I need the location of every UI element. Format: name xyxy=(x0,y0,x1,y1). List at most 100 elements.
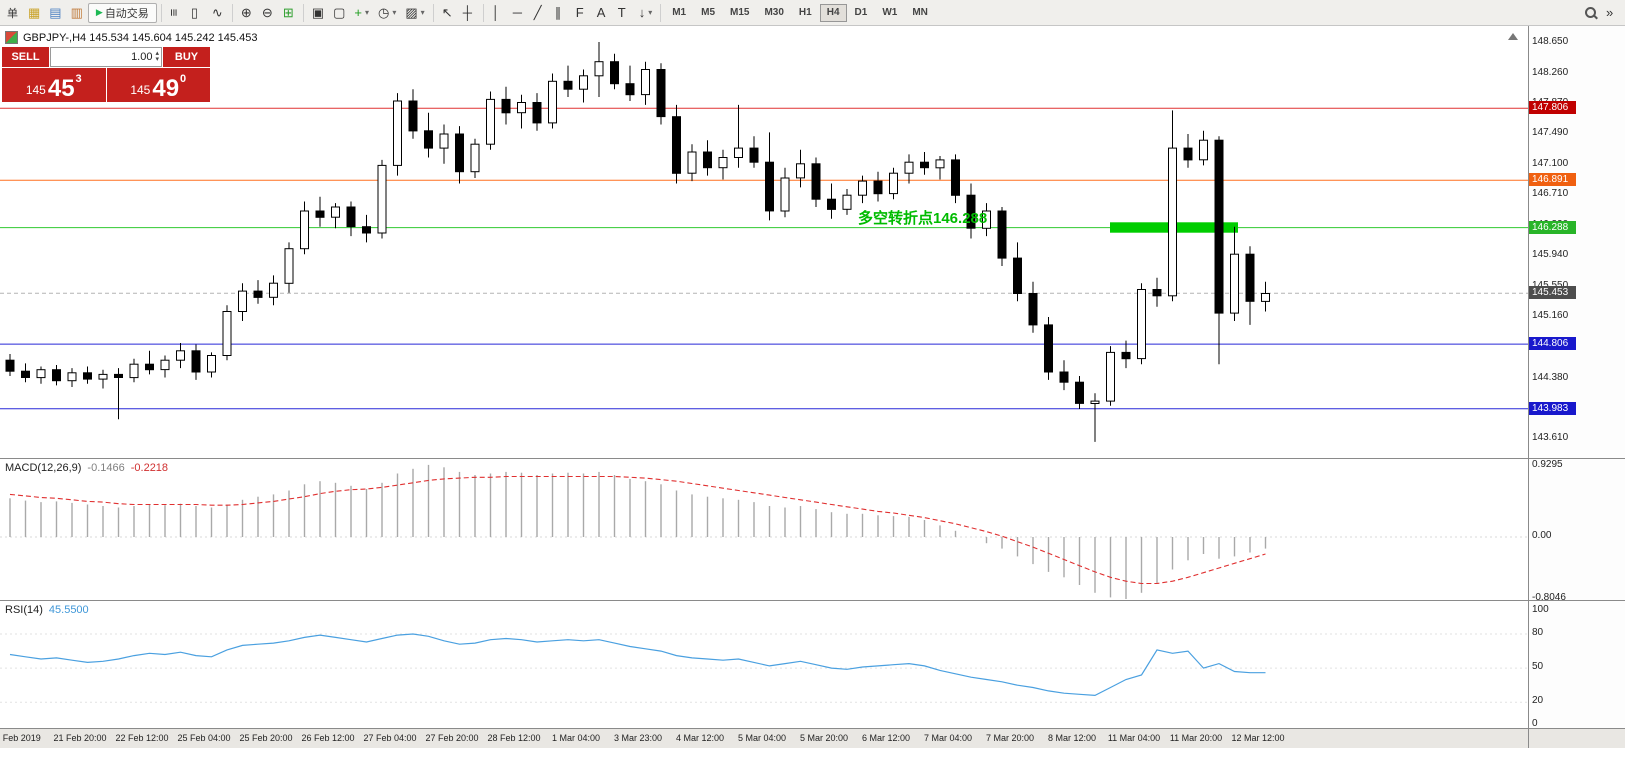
toolbar-separator xyxy=(432,3,434,22)
price-axis-main[interactable]: 148.650148.260147.870147.490147.100146.7… xyxy=(1529,26,1625,458)
indicators-icon[interactable]: + ▾ xyxy=(350,3,373,23)
timeframe-w1-button[interactable]: W1 xyxy=(875,4,904,22)
rsi-chart[interactable] xyxy=(0,602,1528,728)
macd-axis[interactable]: 0.9295 0.00 -0.8046 xyxy=(1529,458,1625,600)
workspace: GBPJPY-,H4 145.534 145.604 145.242 145.4… xyxy=(0,26,1625,748)
current-price-tag: 145.453 xyxy=(1529,286,1576,299)
dropdown-caret-icon: ▾ xyxy=(648,8,653,17)
time-axis-label: 25 Feb 04:00 xyxy=(177,733,231,743)
line-chart-icon[interactable]: ∿ xyxy=(208,3,228,23)
candlestick-chart[interactable] xyxy=(0,26,1528,458)
market-watch-icon[interactable]: ▥ xyxy=(67,3,87,23)
arrange-windows-icon[interactable]: ▢ xyxy=(329,3,349,23)
bar-chart-icon[interactable]: ≡ xyxy=(166,3,186,23)
horizontal-line-icon: ─ xyxy=(512,5,522,20)
auto-trading-button[interactable]: ▶ 自动交易 xyxy=(87,2,157,23)
zoom-out-icon[interactable]: ⊖ xyxy=(258,3,278,23)
crosshair-icon[interactable]: ┼ xyxy=(459,3,479,23)
price-tick: 145.550 xyxy=(1532,280,1568,291)
candle-body xyxy=(997,210,1007,259)
new-order-button[interactable]: 单 xyxy=(3,3,23,23)
overflow-icon[interactable]: » xyxy=(1602,3,1622,23)
time-axis-label: 28 Feb 12:00 xyxy=(487,733,541,743)
cascade-windows-icon[interactable]: ▣ xyxy=(308,3,328,23)
time-axis-label: 11 Mar 04:00 xyxy=(1107,733,1161,743)
time-axis-label: 3 Mar 23:00 xyxy=(613,733,663,743)
timeframe-m30-button[interactable]: M30 xyxy=(757,4,790,22)
dropdown-caret-icon: ▾ xyxy=(420,8,425,17)
toolbar-separator xyxy=(302,3,304,22)
toolbar-separator xyxy=(660,3,662,22)
vertical-line-icon[interactable]: │ xyxy=(488,3,508,23)
timeframe-m5-button[interactable]: M5 xyxy=(694,4,722,22)
scroll-marker-icon[interactable] xyxy=(1508,33,1518,40)
timeframe-h4-button[interactable]: H4 xyxy=(819,3,847,22)
rsi-name: RSI(14) xyxy=(5,604,43,616)
price-tick: 143.610 xyxy=(1532,432,1569,443)
candlestick-icon[interactable]: ▯ xyxy=(187,3,207,23)
price-tick: 148.650 xyxy=(1532,36,1569,47)
fibonacci-icon[interactable]: F xyxy=(572,3,592,23)
search-icon[interactable] xyxy=(1581,3,1601,23)
profiles-icon[interactable]: ▤ xyxy=(45,3,65,23)
price-axis[interactable]: 148.650148.260147.870147.490147.100146.7… xyxy=(1528,26,1625,748)
macd-label: MACD(12,26,9) -0.1466 -0.2218 xyxy=(5,462,168,474)
time-axis-label: 12 Mar 12:00 xyxy=(1231,733,1285,743)
timeframe-mn-button[interactable]: MN xyxy=(905,4,935,22)
candle-body xyxy=(548,80,557,124)
new-chart-icon[interactable]: ▦ xyxy=(24,3,44,23)
buy-price-button[interactable]: 145 49 0 xyxy=(106,68,210,102)
sell-button[interactable]: SELL xyxy=(2,47,49,67)
volume-up-icon[interactable]: ▴ xyxy=(155,50,159,57)
candle-body xyxy=(873,180,883,195)
time-axis-label: 25 Feb 20:00 xyxy=(239,733,293,743)
volume-field[interactable]: 1.00 ▴ ▾ xyxy=(50,47,162,67)
sell-price-button[interactable]: 145 45 3 xyxy=(2,68,106,102)
arrows-icon[interactable]: ↓ ▾ xyxy=(635,3,657,23)
time-axis-label: 27 Feb 20:00 xyxy=(425,733,479,743)
cursor-icon[interactable]: ↖ xyxy=(438,3,458,23)
tile-windows-icon[interactable]: ⊞ xyxy=(279,3,299,23)
candle-body xyxy=(842,194,852,210)
horizontal-line-icon[interactable]: ─ xyxy=(509,3,529,23)
chart-column: GBPJPY-,H4 145.534 145.604 145.242 145.4… xyxy=(0,26,1528,748)
play-icon: ▶ xyxy=(95,7,103,17)
label-icon: T xyxy=(617,5,626,20)
symbol-ohlc-text: GBPJPY-,H4 145.534 145.604 145.242 145.4… xyxy=(23,31,258,44)
candle-body xyxy=(98,373,108,380)
trendline-icon[interactable]: ╱ xyxy=(530,3,550,23)
candle-body xyxy=(1183,147,1193,161)
macd-chart[interactable] xyxy=(0,460,1528,600)
candle-body xyxy=(21,370,30,379)
rsi-line xyxy=(9,633,1266,697)
macd-panel: MACD(12,26,9) -0.1466 -0.2218 xyxy=(0,458,1528,600)
timeframe-d1-button[interactable]: D1 xyxy=(848,4,875,22)
candle-body xyxy=(501,98,511,114)
periods-icon[interactable]: ◷ ▾ xyxy=(374,3,400,23)
candle-body xyxy=(579,75,588,90)
zoom-in-icon[interactable]: ⊕ xyxy=(237,3,257,23)
periods-icon: ◷ xyxy=(378,5,390,20)
buy-button[interactable]: BUY xyxy=(163,47,210,67)
channel-icon[interactable]: ∥ xyxy=(551,3,571,23)
timeframe-h1-button[interactable]: H1 xyxy=(792,4,819,22)
candle-body xyxy=(222,311,232,356)
volume-down-icon[interactable]: ▾ xyxy=(155,56,159,63)
time-axis[interactable]: 1 Feb 2019 21 Feb 20:00 22 Feb 12:00 25 Feb… xyxy=(0,728,1528,748)
templates-icon[interactable]: ▨ ▾ xyxy=(401,3,428,23)
main-toolbar: 单 ▦ ▤ ▥ ▶ 自动交易 ≡ ▯ ∿ ⊕ ⊖ ⊞ ▣ ▢ + ▾ ◷ ▾ ▨ ▾ ↖ ┼ │ ─ ╱ ∥ F A T ↓ ▾ M1 M5 M1… xyxy=(0,0,1625,26)
time-axis-label: 5 Mar 20:00 xyxy=(799,733,849,743)
timeframe-m15-button[interactable]: M15 xyxy=(723,4,756,22)
macd-scale-tick: 0.9295 xyxy=(1532,459,1563,470)
time-axis-label: 4 Mar 12:00 xyxy=(675,733,725,743)
price-level-tag: 147.806 xyxy=(1529,101,1576,114)
rsi-axis[interactable]: 100 80 50 20 0 xyxy=(1529,600,1625,728)
price-tick: 147.490 xyxy=(1532,127,1569,138)
candle-body xyxy=(52,369,61,382)
candle-body xyxy=(780,177,790,212)
label-icon[interactable]: T xyxy=(614,3,634,23)
candle-body xyxy=(83,372,92,380)
timeframe-m1-button[interactable]: M1 xyxy=(665,4,693,22)
text-icon[interactable]: A xyxy=(593,3,613,23)
candle-body xyxy=(269,282,278,298)
